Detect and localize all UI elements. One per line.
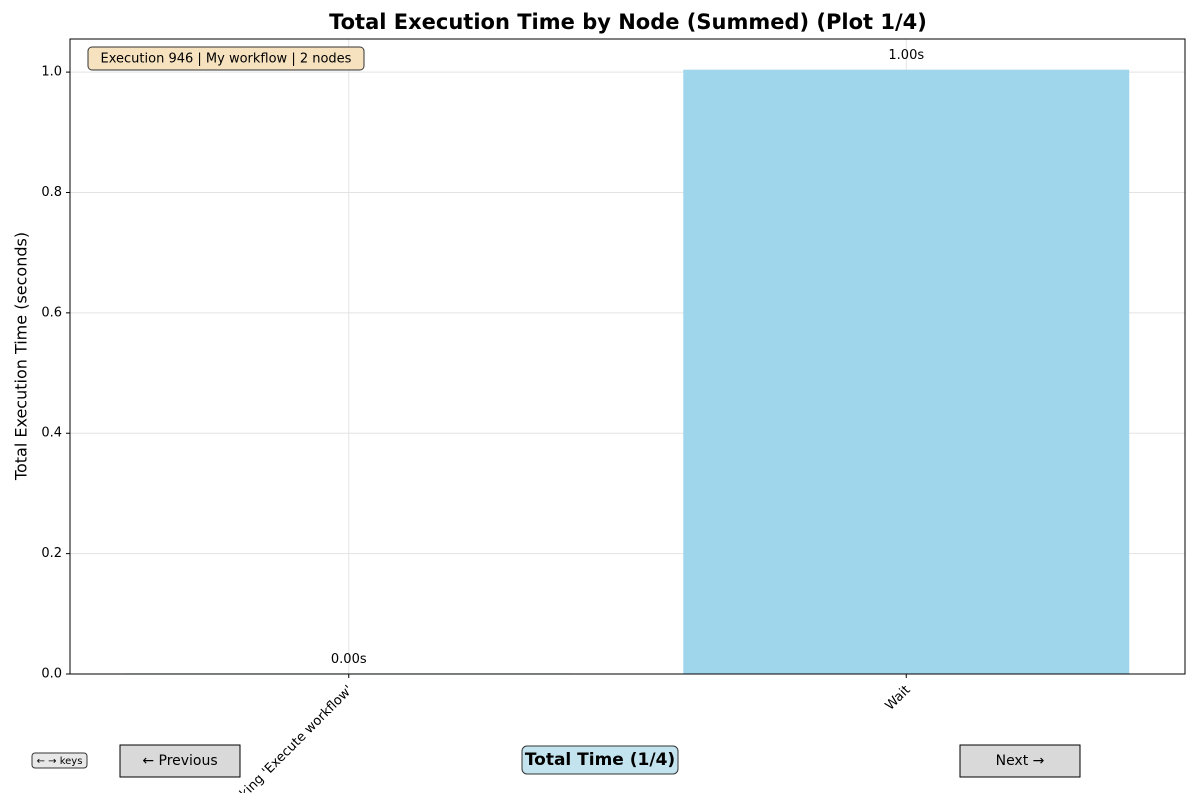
x-tick-label: Wait: [883, 683, 914, 714]
y-axis-label: Total Execution Time (seconds): [12, 232, 31, 481]
previous-button[interactable]: ← Previous: [119, 744, 241, 778]
previous-button-label[interactable]: ← Previous: [142, 753, 217, 769]
annotation-box: [87, 46, 365, 71]
y-tick-label: 0.0: [41, 667, 62, 682]
next-button-label[interactable]: Next →: [996, 753, 1045, 769]
bars: [125, 69, 1130, 675]
y-tick-label: 0.8: [41, 185, 62, 200]
value-label: 0.00s: [331, 652, 367, 667]
chart-title: Total Execution Time by Node (Summed) (P…: [329, 10, 927, 34]
plot-frame: [69, 38, 1186, 675]
current-plot-label: Total Time (1/4): [525, 750, 675, 770]
y-tick-label: 0.6: [41, 305, 62, 320]
current-plot: Total Time (1/4): [521, 745, 679, 775]
annotation: Execution 946 | My workflow | 2 nodes: [101, 52, 352, 67]
y-tick-label: 1.0: [41, 65, 62, 80]
next-button[interactable]: Next →: [959, 744, 1081, 778]
value-label: 1.00s: [888, 48, 924, 63]
grid: [70, 39, 1185, 675]
keys-hint-text: ← → keys: [37, 756, 83, 767]
y-tick-label: 0.2: [41, 546, 62, 561]
keys-hint: ← → keys: [31, 752, 88, 769]
y-tick-label: 0.4: [41, 426, 62, 441]
bar: [683, 69, 1130, 675]
